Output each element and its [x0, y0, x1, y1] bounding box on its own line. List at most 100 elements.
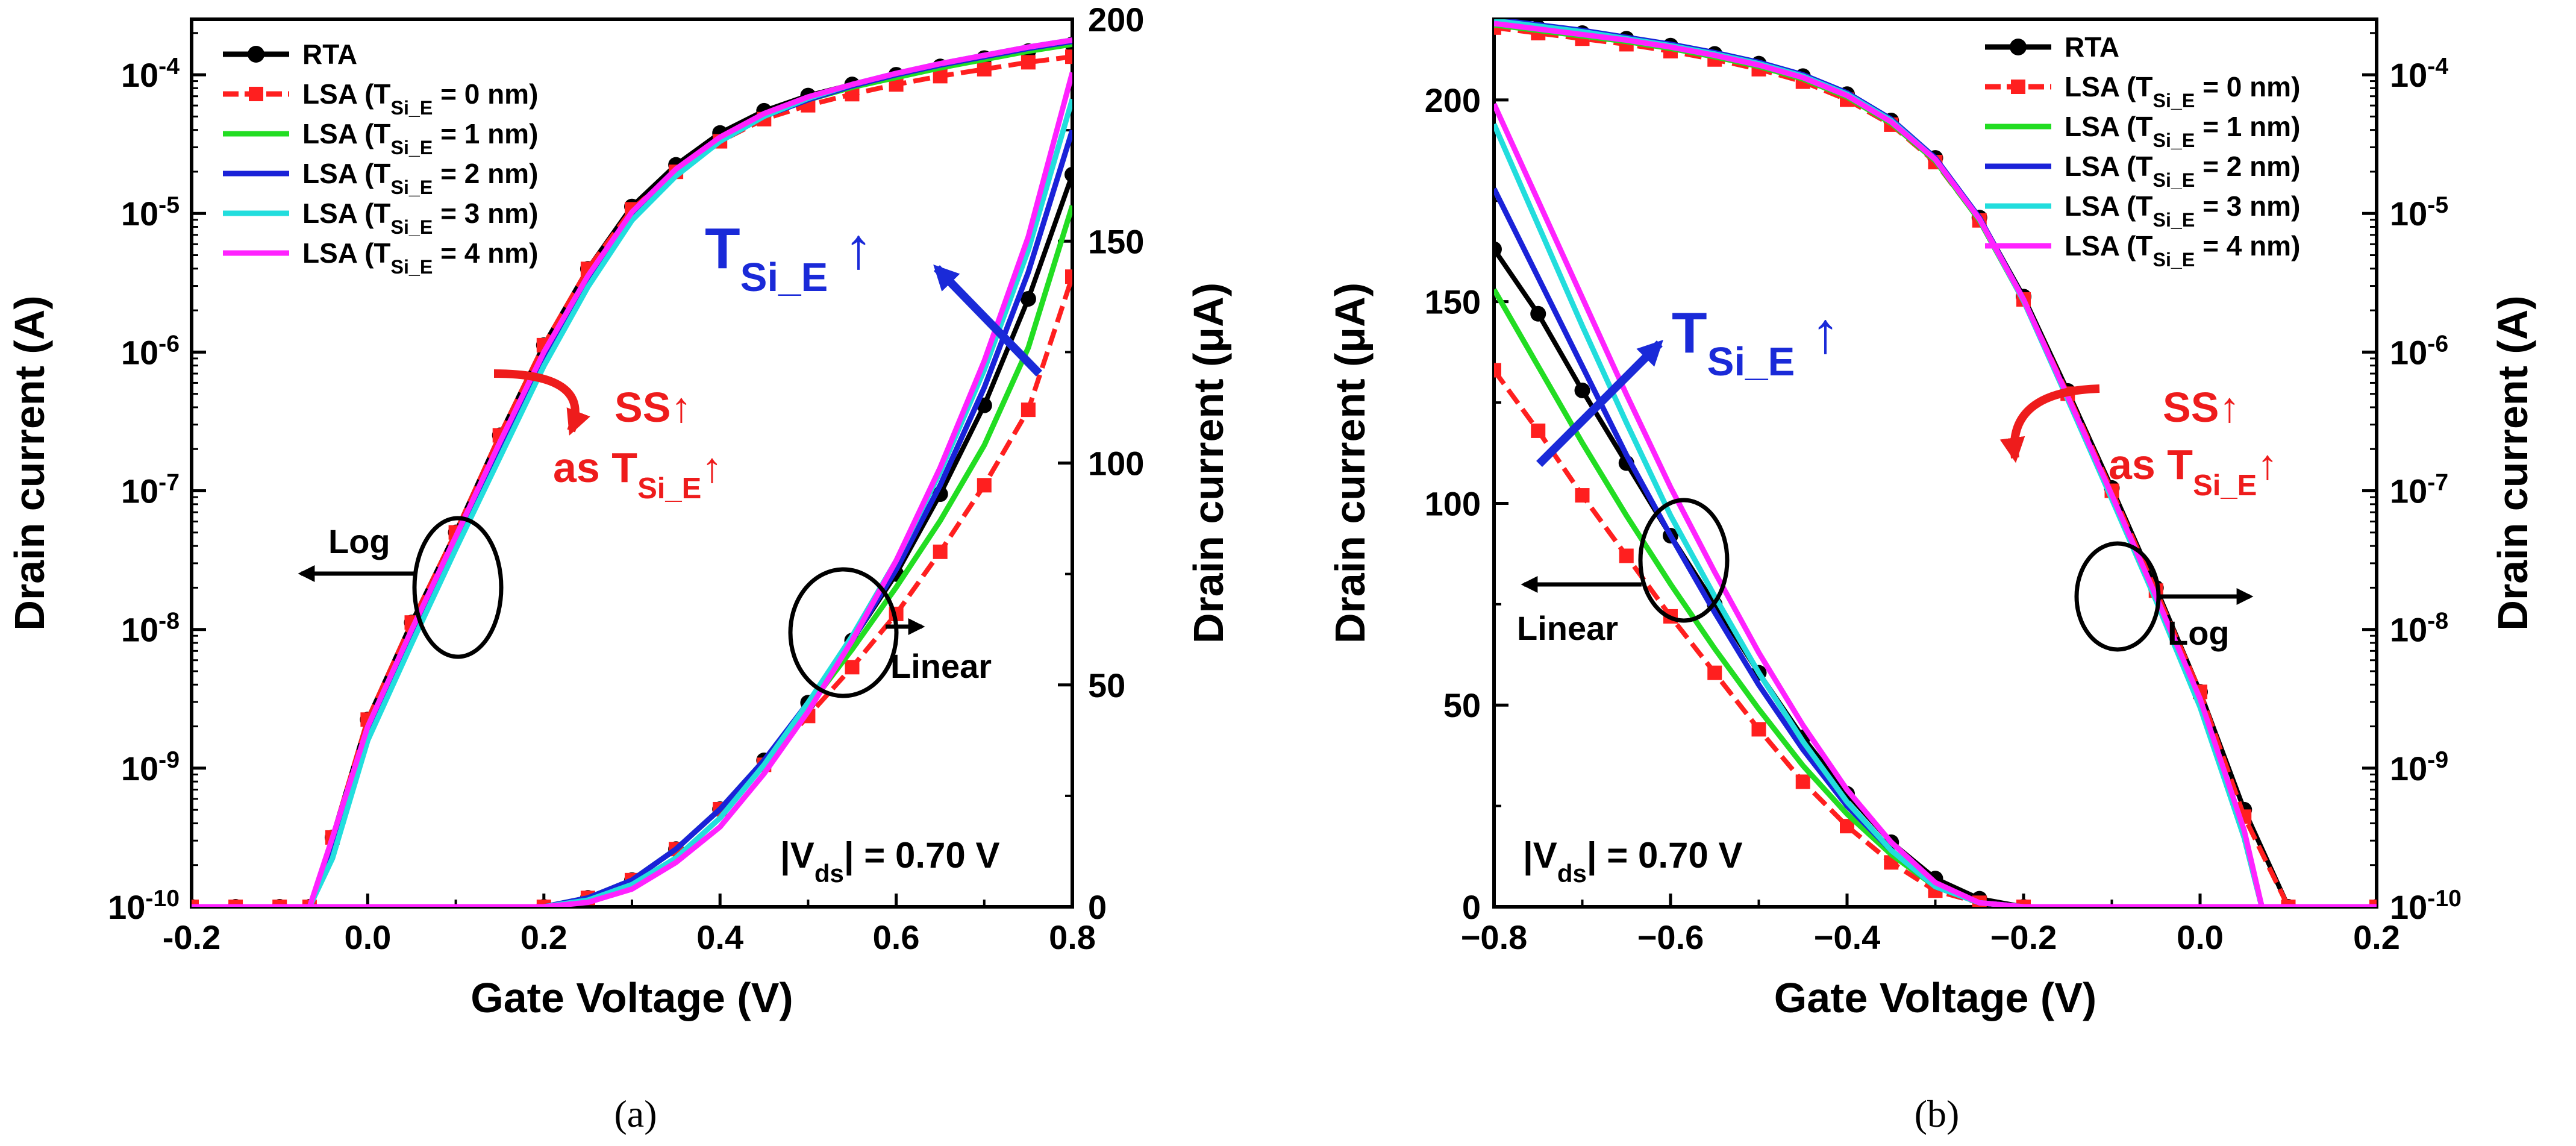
lin-tick-label: 50 — [1443, 686, 1481, 724]
log-tick-label: 10-6 — [121, 331, 180, 372]
data-point — [845, 660, 860, 675]
x-tick-label: 0.2 — [521, 918, 567, 956]
log-tick-label: 10-6 — [2390, 331, 2448, 372]
data-point — [1494, 241, 1502, 257]
legend-label: LSA (TSi_E = 0 nm) — [302, 78, 538, 119]
log-tick-label: 10-10 — [108, 886, 180, 927]
x-tick-label: −0.8 — [1461, 918, 1528, 956]
lin-tick-label: 150 — [1088, 222, 1144, 260]
x-axis-label: Gate Voltage (V) — [470, 974, 793, 1021]
legend-label: LSA (TSi_E = 3 nm) — [302, 198, 538, 238]
legend-label: LSA (TSi_E = 1 nm) — [2065, 111, 2300, 151]
x-tick-label: 0.6 — [873, 918, 920, 956]
linear-label: Linear — [890, 647, 992, 685]
caption-b: (b) — [1915, 1092, 1960, 1135]
linear-ellipse — [1638, 498, 1730, 623]
data-point — [1575, 488, 1590, 503]
legend-label: RTA — [302, 39, 357, 70]
legend-label: LSA (TSi_E = 0 nm) — [2065, 71, 2300, 111]
lin-tick-label: 150 — [1425, 283, 1481, 321]
series-linear-line-0 — [192, 174, 1072, 907]
data-point — [1619, 548, 1634, 563]
x-tick-label: −0.6 — [1637, 918, 1704, 956]
data-point — [1795, 774, 1810, 789]
log-tick-label: 10-10 — [2390, 886, 2462, 927]
legend-marker — [249, 87, 263, 101]
log-label: Log — [2168, 614, 2230, 652]
panel-b-chart: −0.8 −0.6 −0.4 −0.2 0.0 0.210-10 10-9 10-8 10-7 1… — [1327, 17, 2536, 1021]
lin-tick-label: 0 — [1462, 888, 1481, 926]
tsi-label: TSi_E ↑ — [1672, 301, 1840, 384]
data-point — [1707, 665, 1722, 680]
series-log-line-5 — [192, 37, 1072, 907]
legend-label: RTA — [2065, 31, 2119, 63]
lin-tick-label: 100 — [1425, 484, 1481, 522]
caption-a: (a) — [614, 1092, 657, 1135]
legend-label: LSA (TSi_E = 1 nm) — [302, 118, 538, 158]
legend-label: LSA (TSi_E = 2 nm) — [2065, 151, 2300, 191]
log-tick-label: 10-8 — [2390, 608, 2448, 649]
tsi-arrow — [933, 264, 1043, 377]
log-tick-label: 10-4 — [121, 54, 180, 95]
x-tick-label: 0.0 — [344, 918, 391, 956]
plot-area — [1494, 19, 2377, 907]
ss-arrow — [1999, 384, 2100, 463]
vds-label: |Vds| = 0.70 V — [1523, 835, 1742, 888]
y-axis-label-right: Drain current (A) — [2489, 295, 2536, 630]
data-point — [1494, 363, 1501, 378]
log-tick-label: 10-5 — [121, 192, 180, 233]
log-tick-label: 10-9 — [121, 747, 180, 787]
legend-marker — [2011, 80, 2025, 94]
lin-tick-label: 100 — [1088, 445, 1144, 483]
x-tick-label: -0.2 — [163, 918, 221, 956]
data-point — [977, 478, 992, 493]
log-tick-label: 10-7 — [2390, 469, 2448, 510]
data-point — [1530, 305, 1546, 322]
y-axis-label-left: Drain current (μA) — [1327, 283, 1374, 643]
legend-label: LSA (TSi_E = 4 nm) — [2065, 230, 2300, 271]
data-point — [1021, 55, 1036, 70]
lin-tick-label: 50 — [1088, 666, 1125, 704]
plot-area — [192, 36, 1072, 907]
data-point — [1021, 402, 1036, 418]
y-axis-label-left: Drain current (A) — [6, 295, 53, 630]
x-tick-label: 0.2 — [2353, 918, 2400, 956]
log-tick-label: 10-7 — [121, 469, 180, 510]
panel-a-chart: -0.2 0.0 0.2 0.4 0.6 0.8 10-10 10-9 10-8 10-7 10-6… — [6, 1, 1232, 1021]
data-point — [1574, 382, 1590, 398]
series-linear-line-3 — [1494, 187, 2377, 907]
data-point — [1020, 290, 1036, 307]
data-point — [1531, 423, 1546, 438]
series-linear-line-1 — [192, 275, 1072, 907]
data-point — [1065, 49, 1072, 64]
legend-marker — [2010, 39, 2027, 55]
legend-label: LSA (TSi_E = 4 nm) — [302, 237, 538, 278]
ss-label: SS↑ — [614, 384, 692, 431]
log-tick-label: 10-8 — [121, 608, 180, 649]
tsi-label: TSi_E ↑ — [705, 216, 873, 300]
legend-marker — [248, 46, 264, 63]
data-point — [1065, 269, 1072, 284]
legend-label: LSA (TSi_E = 2 nm) — [302, 158, 538, 198]
lin-tick-label: 200 — [1425, 81, 1481, 119]
log-tick-label: 10-9 — [2390, 747, 2448, 787]
x-tick-label: −0.2 — [1990, 918, 2057, 956]
ss-arrow — [493, 369, 590, 436]
lin-tick-label: 200 — [1088, 1, 1144, 39]
y-axis-label-right: Drain current (μA) — [1185, 283, 1232, 643]
vds-label: |Vds| = 0.70 V — [780, 835, 999, 888]
log-label: Log — [328, 522, 390, 560]
data-point — [977, 61, 992, 77]
linear-label: Linear — [1517, 609, 1618, 647]
log-tick-label: 10-4 — [2390, 54, 2448, 95]
data-point — [1064, 166, 1072, 183]
ss-as-label: as TSi_E↑ — [553, 444, 722, 505]
x-tick-label: 0.8 — [1049, 918, 1096, 956]
linear-ellipse — [788, 567, 899, 698]
lin-tick-label: 0 — [1088, 888, 1107, 926]
data-point — [1751, 722, 1766, 737]
x-tick-label: −0.4 — [1814, 918, 1881, 956]
x-tick-label: 0.0 — [2177, 918, 2224, 956]
data-point — [933, 544, 948, 559]
